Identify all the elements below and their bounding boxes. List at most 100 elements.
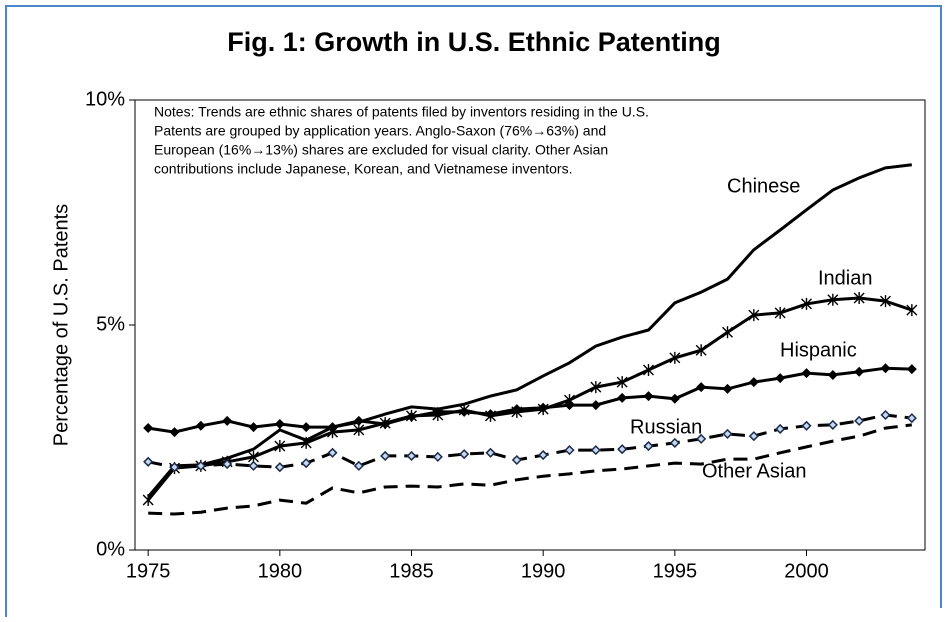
marker: [696, 433, 707, 444]
marker: [801, 420, 812, 431]
marker: [169, 427, 180, 438]
series-line: [147, 366, 912, 434]
marker: [827, 419, 838, 430]
marker: [485, 409, 496, 420]
series: Hispanic: [143, 339, 917, 438]
marker: [380, 419, 391, 429]
marker: [827, 293, 839, 306]
marker: [195, 460, 206, 471]
marker: [669, 437, 680, 448]
marker: [564, 445, 575, 456]
series-line: [148, 423, 912, 516]
marker: [590, 381, 602, 394]
series-label: Chinese: [727, 175, 800, 197]
marker: [511, 454, 522, 466]
marker: [854, 415, 865, 426]
marker: [906, 304, 918, 317]
marker: [459, 406, 470, 417]
marker: [775, 423, 786, 435]
marker: [169, 462, 180, 473]
marker: [274, 440, 286, 453]
series-line: [147, 163, 912, 498]
marker: [696, 382, 707, 393]
marker: [774, 306, 786, 319]
marker: [353, 423, 365, 436]
marker: [748, 377, 759, 388]
marker: [248, 460, 259, 471]
note-line: Patents are grouped by application years…: [154, 123, 606, 139]
marker: [301, 458, 312, 469]
marker: [538, 449, 549, 461]
marker: [195, 420, 206, 431]
marker: [300, 436, 312, 449]
y-tick-label: 0%: [96, 538, 125, 560]
frame: [5, 5, 942, 617]
marker: [274, 462, 285, 473]
marker: [327, 447, 338, 458]
marker: [590, 445, 601, 456]
marker: [827, 369, 838, 380]
marker: [775, 373, 786, 384]
y-axis-label: Percentage of U.S. Patents: [50, 204, 72, 446]
marker: [880, 363, 891, 374]
series-label: Russian: [630, 416, 702, 438]
note-line: European (16%→13%) shares are excluded f…: [154, 142, 608, 158]
marker: [143, 456, 154, 467]
marker: [722, 326, 733, 339]
marker: [617, 392, 628, 403]
marker: [643, 440, 654, 452]
x-tick-label: 1975: [126, 560, 171, 582]
marker: [143, 423, 154, 434]
marker: [142, 494, 154, 507]
series: Chinese: [147, 163, 912, 498]
note-line: contributions include Japanese, Korean, …: [154, 161, 572, 177]
series-label: Hispanic: [780, 339, 857, 361]
marker: [222, 458, 233, 470]
x-tick-label: 1990: [521, 560, 566, 582]
marker: [643, 391, 654, 402]
x-tick-label: 1985: [389, 560, 434, 582]
marker: [485, 447, 496, 458]
marker: [538, 402, 549, 413]
marker: [695, 344, 707, 357]
x-tick-label: 1980: [258, 560, 303, 582]
x-tick-label: 1995: [653, 560, 698, 582]
y-tick-label: 5%: [96, 313, 125, 335]
marker: [643, 364, 654, 376]
marker: [669, 351, 681, 364]
marker: [222, 415, 233, 426]
marker: [906, 364, 917, 375]
x-tick-label: 2000: [784, 560, 829, 582]
marker: [406, 411, 417, 422]
marker: [748, 309, 760, 322]
marker: [274, 419, 285, 429]
marker: [854, 366, 865, 377]
marker: [406, 450, 417, 462]
y-tick-label: 10%: [85, 88, 125, 110]
marker: [616, 376, 628, 389]
marker: [880, 295, 891, 308]
series-line: [147, 296, 913, 502]
marker: [748, 431, 759, 442]
series-label: Indian: [818, 267, 873, 289]
marker: [353, 460, 364, 471]
marker: [669, 393, 680, 404]
marker: [301, 422, 312, 433]
series: Other Asian: [148, 423, 912, 516]
marker: [511, 404, 522, 415]
marker: [380, 450, 391, 462]
marker: [590, 400, 601, 411]
marker: [432, 406, 443, 417]
marker: [353, 415, 364, 426]
chart-title: Fig. 1: Growth in U.S. Ethnic Patenting: [227, 27, 721, 57]
marker: [801, 297, 812, 310]
marker: [248, 422, 259, 433]
marker: [564, 400, 575, 411]
marker: [906, 413, 917, 424]
marker: [722, 383, 733, 394]
note-line: Notes: Trends are ethnic shares of paten…: [154, 104, 649, 120]
marker: [432, 451, 443, 462]
marker: [853, 292, 865, 304]
series: Russian: [143, 409, 917, 473]
